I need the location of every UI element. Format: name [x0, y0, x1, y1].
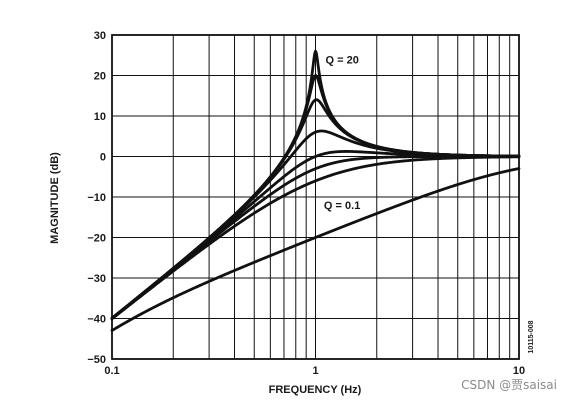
series-line-q-0_1 — [110, 167, 521, 332]
y-tick-label: 30 — [94, 30, 106, 42]
plot-frame — [111, 34, 520, 360]
x-axis-title: FREQUENCY (Hz) — [269, 384, 362, 396]
x-tick-label: 1 — [312, 365, 318, 377]
y-tick-label: 10 — [94, 111, 106, 123]
y-tick-label: −30 — [87, 273, 106, 285]
series-layer — [110, 49, 521, 332]
y-tick-label: 20 — [94, 71, 106, 83]
annotation-label: Q = 0.1 — [324, 200, 360, 212]
grid — [111, 34, 520, 360]
annotation-label: Q = 20 — [326, 54, 359, 66]
watermark: CSDN @贾saisai — [461, 378, 557, 392]
series-line-q-20 — [110, 49, 521, 320]
y-tick-label: −40 — [87, 314, 106, 326]
annotations: Q = 20 Q = 0.1 — [324, 54, 360, 212]
x-tick-label: 0.1 — [104, 365, 119, 377]
figure-id: 10115-008 — [528, 320, 535, 353]
x-tick-label: 10 — [513, 365, 525, 377]
y-tick-labels: 30 20 10 0 −10 −20 −30 −40 −50 — [87, 30, 106, 366]
y-tick-label: −10 — [87, 192, 106, 204]
y-axis-title: MAGNITUDE (dB) — [49, 152, 61, 244]
y-tick-label: −50 — [87, 354, 106, 366]
y-tick-label: 0 — [100, 152, 106, 164]
x-tick-labels: 0.1 1 10 — [104, 365, 525, 377]
y-tick-label: −20 — [87, 233, 106, 245]
